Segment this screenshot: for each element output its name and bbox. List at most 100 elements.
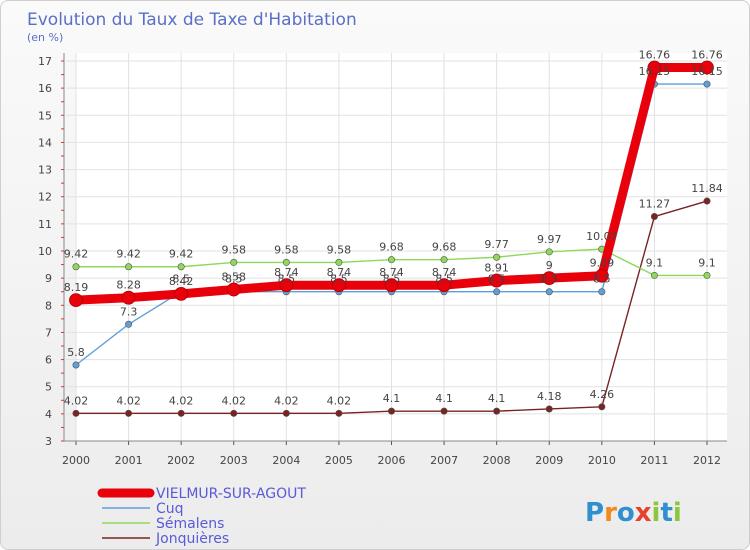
data-label: 4.1 — [383, 392, 401, 405]
data-label: 8.74 — [432, 266, 457, 279]
y-tick-label: 17 — [38, 55, 52, 68]
data-label: 4.02 — [327, 394, 352, 407]
data-point — [545, 248, 553, 256]
data-label: 4.02 — [64, 394, 89, 407]
data-point — [387, 256, 395, 264]
data-label: 8.5 — [278, 273, 296, 286]
data-label: 8.42 — [169, 275, 194, 288]
data-label: 9.42 — [169, 248, 194, 261]
data-point — [174, 286, 189, 301]
x-tick-label: 2002 — [167, 454, 195, 467]
data-point — [703, 197, 711, 205]
data-point — [335, 409, 343, 417]
data-point — [282, 409, 290, 417]
data-label: 8.28 — [116, 279, 141, 292]
data-point — [703, 271, 711, 279]
data-label: 8.74 — [274, 266, 299, 279]
data-label: 11.27 — [639, 198, 671, 211]
data-label: 8.74 — [379, 266, 404, 279]
data-label: 11.84 — [691, 182, 723, 195]
y-tick-label: 15 — [38, 109, 52, 122]
y-tick-label: 10 — [38, 245, 52, 258]
data-point — [332, 278, 346, 293]
data-label: 8.74 — [327, 266, 352, 279]
x-tick-label: 2005 — [325, 454, 353, 467]
grid — [66, 53, 727, 442]
data-label: 4.1 — [435, 392, 453, 405]
data-label: 9.58 — [274, 243, 299, 256]
data-label: 16.15 — [691, 65, 723, 78]
data-point — [440, 256, 448, 264]
series-layer — [69, 60, 714, 417]
proxiti-logo-letter: t — [660, 498, 672, 528]
y-tick-label: 8 — [45, 299, 52, 312]
data-point — [125, 409, 133, 417]
proxiti-logo: Proxiti — [585, 498, 682, 528]
data-point — [125, 263, 133, 271]
data-label: 9 — [546, 259, 553, 272]
data-label: 8.5 — [330, 273, 348, 286]
data-label: 16.76 — [639, 49, 671, 62]
data-point — [72, 361, 80, 369]
data-point — [279, 278, 294, 293]
plot-area — [76, 53, 727, 441]
data-point — [703, 80, 711, 88]
y-tick-label: 7 — [45, 326, 52, 339]
data-point — [69, 293, 83, 308]
y-tick-label: 12 — [38, 191, 52, 204]
proxiti-logo-letter: x — [635, 498, 652, 528]
data-label: 8.5 — [225, 273, 243, 286]
data-label: 4.02 — [116, 394, 141, 407]
data-label: 10.07 — [586, 230, 618, 243]
proxiti-logo-letter: i — [673, 498, 682, 528]
data-point — [647, 60, 662, 75]
data-point — [545, 288, 553, 296]
data-label: 8.5 — [383, 273, 401, 286]
data-label: 4.18 — [537, 390, 562, 403]
data-point — [700, 60, 714, 75]
x-tick-label: 2006 — [378, 454, 406, 467]
proxiti-logo-letter: i — [652, 498, 661, 528]
data-label: 8.5 — [435, 273, 453, 286]
x-tick-label: 2004 — [272, 454, 300, 467]
proxiti-logo-letter: r — [604, 498, 617, 528]
proxiti-logo-letter: P — [585, 498, 604, 528]
y-tick-label: 6 — [45, 354, 52, 367]
data-point — [335, 258, 343, 266]
data-point — [384, 278, 399, 293]
x-tick-label: 2001 — [115, 454, 143, 467]
data-point — [440, 407, 448, 415]
x-tick-label: 2003 — [220, 454, 248, 467]
chart-title: Evolution du Taux de Taxe d'Habitation — [27, 10, 357, 30]
data-point — [72, 263, 80, 271]
data-point — [493, 407, 501, 415]
data-point — [542, 271, 557, 286]
x-tick-label: 2008 — [483, 454, 511, 467]
data-label: 9.77 — [484, 238, 509, 251]
data-point — [177, 409, 185, 417]
data-point — [650, 271, 658, 279]
data-labels: 8.19 8.28 8.42 8.58 8.74 8.74 8.74 8.74 8.91 9 9.0… — [64, 49, 723, 408]
data-label: 4.02 — [274, 394, 299, 407]
data-label: 4.26 — [590, 388, 615, 401]
data-label: 9.58 — [222, 243, 247, 256]
data-label: 9.09 — [590, 257, 615, 270]
y-axis-label: (en %) — [27, 31, 63, 44]
data-label: 5.8 — [67, 346, 85, 359]
data-label: 9.42 — [116, 248, 141, 261]
x-tick-label: 2010 — [588, 454, 616, 467]
data-label: 9.42 — [64, 248, 89, 261]
data-label: 9.1 — [646, 256, 664, 269]
data-point — [72, 409, 80, 417]
data-point — [493, 288, 501, 296]
data-label: 4.1 — [488, 392, 506, 405]
data-label: 9.1 — [698, 256, 716, 269]
legend-label: Cuq — [156, 501, 184, 517]
data-point — [493, 253, 501, 261]
data-label: 16.76 — [691, 49, 723, 62]
data-point — [125, 320, 133, 328]
data-label: 16.15 — [639, 65, 671, 78]
